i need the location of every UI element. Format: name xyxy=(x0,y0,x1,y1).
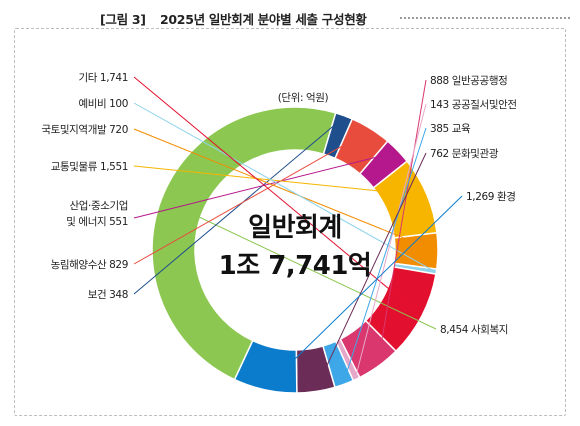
slice-label-7: 기타 1,741 xyxy=(78,72,128,84)
slice-label-9: 143 공공질서및안전 xyxy=(430,99,517,111)
slice-label-10: 385 교육 xyxy=(430,123,471,135)
leader-line-7 xyxy=(133,76,421,316)
slice-label-2: 농림해양수산 829 xyxy=(51,258,128,271)
title-dotted-rule xyxy=(400,17,570,19)
slice-0 xyxy=(151,106,337,381)
slice-label-0: 8,454 사회복지 xyxy=(440,324,508,336)
leader-line-4 xyxy=(133,165,426,197)
leader-line-5 xyxy=(133,128,437,252)
chart-frame xyxy=(14,28,566,416)
slice-label-8: 888 일반공공행정 xyxy=(430,74,507,87)
leader-line-11 xyxy=(315,152,427,390)
figure-label: [그림 3] xyxy=(100,12,146,27)
leader-line-12 xyxy=(265,195,463,389)
center-total: 1조 7,741억 xyxy=(219,251,372,281)
slice-12 xyxy=(233,339,298,394)
unit-note: (단위: 억원) xyxy=(278,91,329,104)
leader-line-3 xyxy=(133,151,397,219)
slice-label-1: 보건 348 xyxy=(88,289,128,301)
leader-line-2 xyxy=(133,130,371,265)
figure-header: [그림 3] 2025년 일반회계 분야별 세출 구성현황 xyxy=(0,0,580,30)
center-title: 일반회계 xyxy=(248,213,342,243)
slice-label-5: 국토및지역개발 720 xyxy=(41,124,128,136)
leader-line-10 xyxy=(343,127,427,383)
figure-title: 2025년 일반회계 분야별 세출 구성현황 xyxy=(160,12,367,27)
slice-label-12: 1,269 환경 xyxy=(466,190,516,203)
slice-label-11: 762 문화및관광 xyxy=(430,148,499,160)
leader-line-8 xyxy=(377,79,427,365)
slice-label-4: 교통및물류 1,551 xyxy=(51,161,128,173)
leader-line-1 xyxy=(133,117,344,295)
leader-line-9 xyxy=(355,103,427,378)
slice-label-3-line1: 산업·중소기업 xyxy=(70,199,129,212)
slice-label-6: 예비비 100 xyxy=(78,97,128,110)
slice-label-3-line2: 및 에너지 551 xyxy=(66,216,128,228)
